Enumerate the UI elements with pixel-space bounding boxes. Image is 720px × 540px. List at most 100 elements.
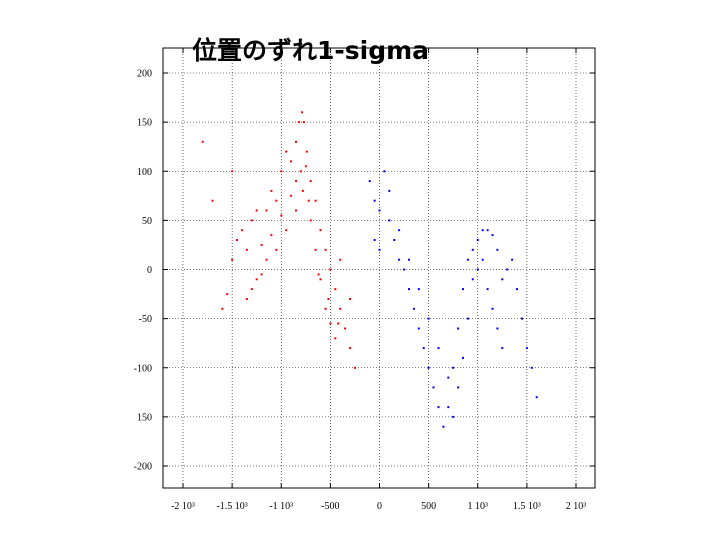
red-point bbox=[236, 239, 238, 241]
grid bbox=[163, 48, 595, 488]
y-tick-label: 0 bbox=[147, 265, 152, 276]
red-point bbox=[275, 248, 278, 251]
red-point bbox=[255, 278, 258, 281]
blue-point bbox=[408, 288, 410, 291]
red-point bbox=[245, 248, 248, 251]
blue-point bbox=[496, 248, 499, 251]
y-tick-label: -100 bbox=[134, 363, 152, 374]
red-point bbox=[280, 170, 283, 173]
blue-point bbox=[368, 180, 371, 183]
x-tick-label: 500 bbox=[421, 501, 436, 512]
red-point bbox=[265, 209, 268, 212]
blue-point bbox=[521, 317, 523, 320]
blue-point bbox=[452, 366, 455, 369]
red-point bbox=[305, 150, 308, 153]
blue-point bbox=[422, 347, 425, 350]
red-point bbox=[295, 180, 297, 183]
x-tick-label: -2 10³ bbox=[171, 501, 195, 512]
red-point bbox=[250, 219, 253, 222]
blue-point bbox=[476, 268, 479, 271]
x-tick-label: 1 10³ bbox=[468, 501, 489, 512]
blue-point bbox=[403, 268, 406, 271]
blue-point bbox=[462, 288, 464, 291]
red-point bbox=[285, 229, 288, 232]
x-tick-label: 0 bbox=[377, 501, 382, 512]
red-point bbox=[245, 298, 248, 300]
blue-point bbox=[466, 258, 469, 261]
plot-frame bbox=[162, 47, 596, 489]
red-point bbox=[226, 293, 229, 296]
red-point bbox=[317, 273, 320, 276]
blue-point bbox=[378, 209, 381, 212]
blue-point bbox=[388, 189, 391, 192]
red-point bbox=[334, 288, 337, 291]
y-tick-label: 100 bbox=[137, 167, 152, 178]
red-point bbox=[314, 199, 317, 202]
red-point bbox=[270, 189, 273, 192]
red-point bbox=[339, 307, 342, 310]
red-point bbox=[301, 189, 304, 192]
y-tick-label: -50 bbox=[139, 314, 152, 325]
x-tick-label: 1.5 10³ bbox=[513, 501, 541, 512]
blue-point bbox=[427, 317, 430, 320]
red-point bbox=[329, 322, 332, 325]
y-tick-label: 150 bbox=[137, 118, 152, 129]
chart-title: 位置のずれ1-sigma bbox=[192, 36, 430, 65]
blue-point bbox=[481, 229, 484, 232]
red-point bbox=[349, 298, 351, 300]
blue-point bbox=[447, 406, 450, 409]
red-point bbox=[300, 111, 303, 114]
blue-point bbox=[398, 229, 401, 232]
blue-point bbox=[530, 366, 533, 369]
x-tick-label: 2 10³ bbox=[566, 501, 587, 512]
blue-point bbox=[525, 347, 528, 350]
red-point bbox=[290, 160, 293, 163]
blue-point bbox=[471, 278, 474, 281]
red-point bbox=[265, 258, 268, 261]
red-point bbox=[334, 337, 337, 340]
blue-point bbox=[516, 288, 518, 291]
red-point bbox=[297, 121, 300, 124]
red-point bbox=[221, 307, 224, 310]
red-point bbox=[324, 307, 327, 310]
y-tick-label: -200 bbox=[134, 462, 152, 473]
red-point bbox=[255, 209, 258, 212]
red-point bbox=[309, 180, 312, 183]
plot-border bbox=[162, 47, 596, 489]
red-point bbox=[275, 199, 278, 202]
x-tick-label: -500 bbox=[321, 501, 339, 512]
tick-labels: -2 10³ -1.5 10³ -1 10³ -500 0 500 1 10³ 1.5 10³… bbox=[134, 69, 587, 513]
blue-point bbox=[481, 258, 484, 261]
blue-point bbox=[501, 347, 504, 350]
red-point bbox=[319, 229, 322, 232]
red-point bbox=[339, 258, 342, 261]
blue-point bbox=[393, 239, 396, 241]
blue-point bbox=[476, 239, 479, 241]
blue-point bbox=[457, 327, 460, 330]
y-tick-label: 150 bbox=[137, 412, 152, 423]
x-tick-label: -1 10³ bbox=[269, 501, 293, 512]
red-point bbox=[327, 298, 330, 300]
red-point bbox=[309, 219, 312, 222]
blue-point bbox=[417, 327, 420, 330]
blue-point bbox=[491, 307, 494, 310]
blue-point bbox=[447, 376, 450, 379]
red-point bbox=[295, 209, 297, 212]
blue-point bbox=[417, 288, 420, 291]
blue-point bbox=[442, 425, 445, 428]
blue-point bbox=[496, 327, 499, 330]
blue-point bbox=[462, 356, 464, 359]
red-point bbox=[324, 248, 327, 251]
blue-point bbox=[398, 258, 401, 261]
red-point bbox=[314, 248, 317, 251]
blue-point bbox=[457, 386, 460, 389]
blue-point bbox=[427, 366, 430, 369]
blue-point bbox=[501, 278, 504, 281]
blue-point bbox=[535, 396, 538, 399]
red-point bbox=[280, 214, 283, 217]
red-point bbox=[349, 347, 351, 350]
blue-point bbox=[452, 415, 455, 418]
red-point bbox=[201, 140, 204, 143]
red-point bbox=[250, 288, 253, 291]
